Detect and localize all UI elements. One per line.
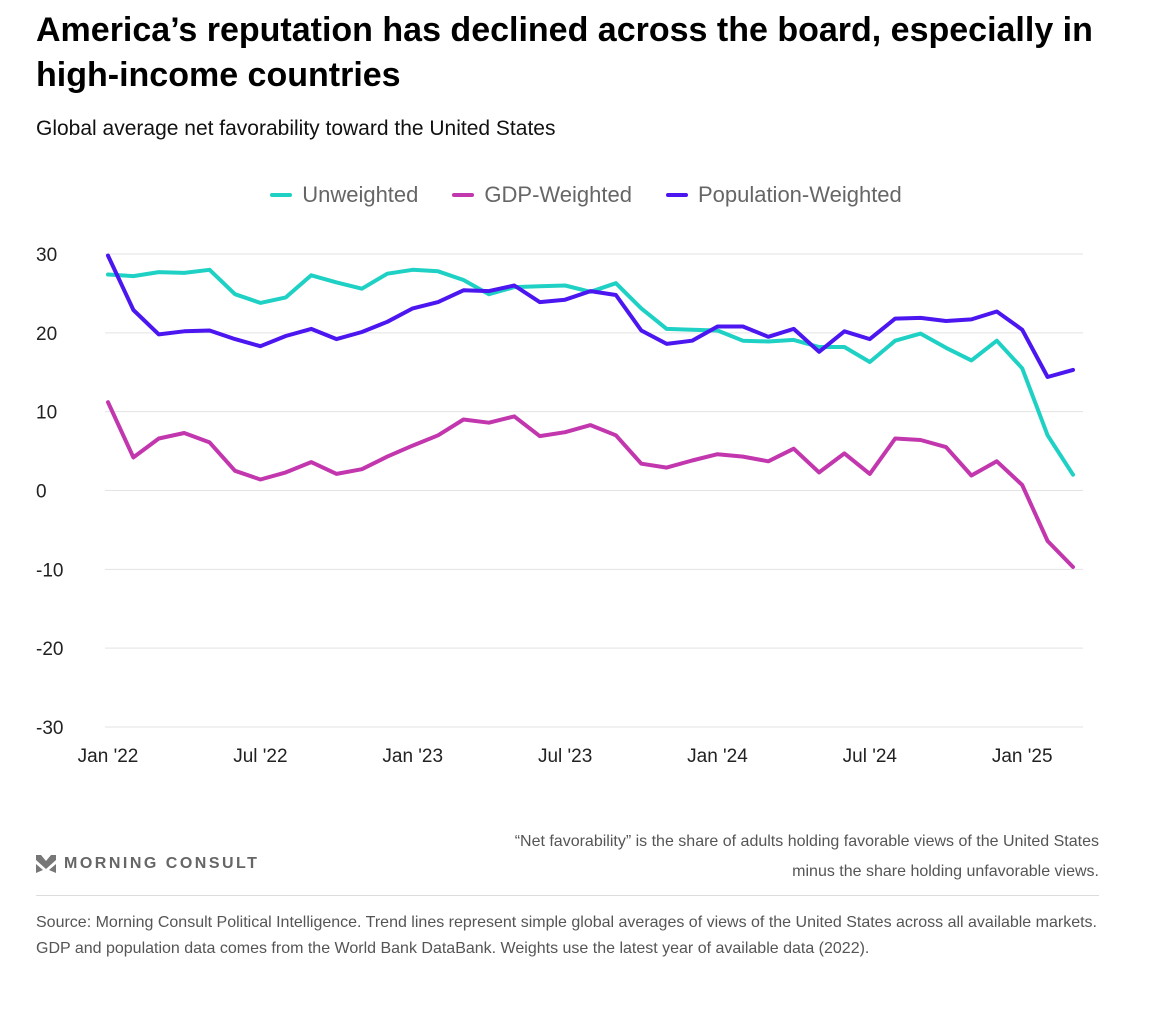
divider bbox=[36, 895, 1099, 896]
legend-swatch bbox=[452, 193, 475, 197]
x-tick-label: Jul '22 bbox=[233, 746, 287, 767]
legend-label: Population-Weighted bbox=[697, 182, 902, 207]
x-tick-label: Jan '23 bbox=[382, 746, 443, 767]
source-note: Source: Morning Consult Political Intell… bbox=[36, 914, 1097, 957]
legend: Unweighted GDP-Weighted Population-Weigh… bbox=[0, 182, 1152, 208]
x-tick-label: Jan '25 bbox=[992, 746, 1053, 767]
y-tick-label: 10 bbox=[36, 403, 57, 424]
legend-label: Unweighted bbox=[302, 182, 419, 207]
chart-title: America’s reputation has declined across… bbox=[36, 11, 1093, 94]
line-chart: 30 20 10 0 -10 -20 -30 Jan '22 Jul '22 Jan '23 Jul… bbox=[36, 245, 1083, 767]
series-line-gdp-weighted bbox=[106, 400, 1075, 569]
y-tick-label: -30 bbox=[36, 718, 63, 739]
y-tick-label: -10 bbox=[36, 560, 63, 581]
x-tick-label: Jul '24 bbox=[843, 746, 898, 767]
legend-swatch bbox=[665, 193, 688, 197]
morning-consult-logo: MORNING CONSULT bbox=[36, 855, 259, 873]
legend-item-population-weighted[interactable]: Population-Weighted bbox=[665, 182, 902, 208]
y-tick-label: 30 bbox=[36, 245, 57, 266]
logo-mark-icon bbox=[36, 855, 56, 873]
footnote: “Net favorability” is the share of adult… bbox=[514, 833, 1099, 880]
logo-text: MORNING CONSULT bbox=[64, 855, 260, 872]
legend-item-gdp-weighted[interactable]: GDP-Weighted bbox=[452, 182, 632, 208]
legend-item-unweighted[interactable]: Unweighted bbox=[270, 182, 418, 208]
x-tick-label: Jan '24 bbox=[687, 746, 748, 767]
y-tick-label: 20 bbox=[36, 324, 57, 345]
legend-label: GDP-Weighted bbox=[484, 182, 632, 207]
x-tick-label: Jan '22 bbox=[78, 746, 139, 767]
series-line-population-weighted bbox=[106, 253, 1075, 379]
legend-swatch bbox=[270, 193, 293, 197]
chart-subtitle: Global average net favorability toward t… bbox=[36, 117, 556, 140]
x-tick-label: Jul '23 bbox=[538, 746, 592, 767]
y-tick-label: -20 bbox=[36, 639, 63, 660]
y-tick-label: 0 bbox=[36, 482, 47, 503]
